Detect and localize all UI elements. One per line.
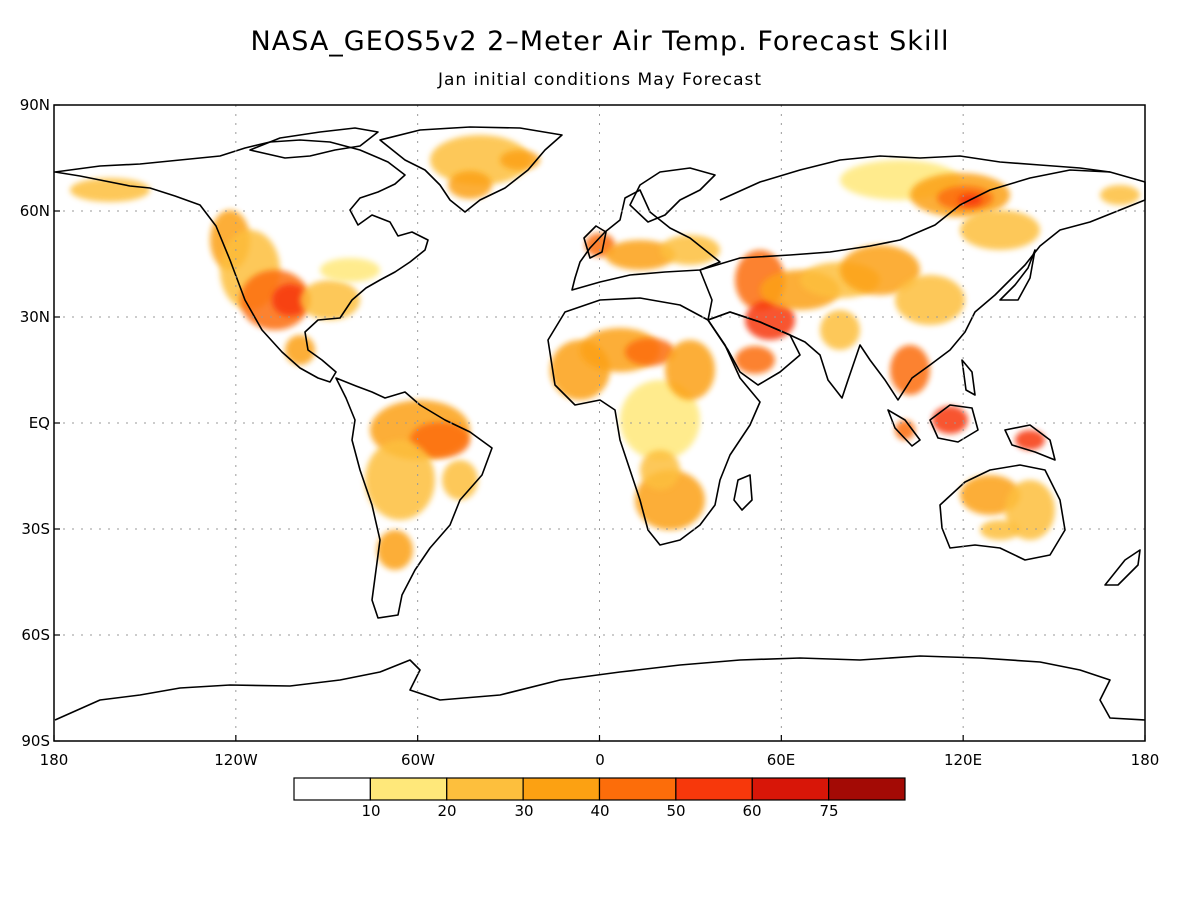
colorbar-swatch: [598, 777, 677, 801]
coast-north-america: [54, 139, 429, 383]
map-title: NASA_GEOS5v2 2–Meter Air Temp. Forecast …: [250, 26, 950, 57]
skill-region: [625, 338, 675, 366]
lat-label-30s: 30S: [21, 520, 50, 538]
skill-region: [1005, 480, 1055, 540]
coast-philippines: [961, 359, 976, 396]
skill-region: [300, 280, 360, 320]
skill-region: [285, 335, 315, 365]
coast-arctic-islands: [249, 127, 379, 159]
skill-region: [960, 475, 1020, 515]
map-grid: [54, 105, 1145, 741]
skill-region: [1100, 185, 1140, 205]
skill-region: [410, 422, 470, 458]
skill-region: [890, 345, 930, 395]
lon-label-180e: 180: [1130, 751, 1160, 769]
colorbar-label-30: 30: [514, 802, 534, 820]
skill-region: [430, 135, 530, 185]
coast-madagascar: [733, 474, 753, 511]
skill-region: [605, 240, 675, 270]
lon-label-180w: 180: [39, 751, 69, 769]
coast-japan: [999, 249, 1036, 301]
skill-region: [660, 235, 720, 265]
lat-label-60s: 60S: [21, 626, 50, 644]
colorbar-swatch: [675, 777, 753, 801]
colorbar: [293, 777, 906, 801]
coast-british-isles: [583, 225, 607, 259]
coast-asia: [699, 169, 1146, 401]
skill-region: [448, 171, 492, 199]
skill-region: [500, 150, 540, 170]
skill-region: [365, 440, 435, 520]
coast-south-america: [335, 377, 493, 619]
colorbar-swatch: [369, 777, 448, 801]
coast-sumatra: [887, 409, 921, 447]
colorbar-label-20: 20: [437, 802, 457, 820]
colorbar-label-75: 75: [819, 802, 839, 820]
skill-region: [442, 460, 478, 500]
skill-region: [980, 520, 1020, 540]
skill-region: [620, 380, 700, 460]
lat-label-90n: 90N: [19, 96, 50, 114]
colorbar-swatch: [828, 777, 906, 801]
lat-label-eq: EQ: [28, 414, 50, 432]
skill-region: [665, 340, 715, 400]
colorbar-label-60: 60: [742, 802, 762, 820]
skill-region: [745, 300, 795, 340]
colorbar-swatch: [751, 777, 830, 801]
coast-scandinavia: [629, 167, 716, 223]
lon-label-60w: 60W: [401, 751, 435, 769]
lat-label-90s: 90S: [21, 732, 50, 750]
coast-borneo: [929, 404, 979, 443]
skill-region: [640, 450, 680, 490]
skill-region: [932, 406, 968, 434]
colorbar-swatch: [446, 777, 524, 801]
lat-label-60n: 60N: [19, 202, 50, 220]
lon-label-120e: 120E: [943, 751, 983, 769]
axis-ticks: [53, 104, 1146, 742]
coast-greenland: [379, 126, 563, 213]
map-subtitle: Jan initial conditions May Forecast: [437, 70, 763, 90]
colorbar-swatch: [293, 777, 371, 801]
lat-label-30n: 30N: [19, 308, 50, 326]
skill-region: [895, 420, 915, 440]
coast-africa: [547, 297, 761, 546]
skill-region: [377, 530, 413, 570]
skill-region: [960, 210, 1040, 250]
skill-region: [272, 284, 308, 316]
coastlines: [54, 126, 1146, 721]
skill-shading: [70, 135, 1140, 570]
skill-region: [1015, 430, 1045, 450]
skill-region: [735, 346, 775, 374]
skill-region: [820, 310, 860, 350]
coast-new-guinea: [1004, 424, 1056, 461]
coast-siberia-north: [719, 155, 1111, 201]
coast-antarctica: [54, 655, 1146, 721]
skill-region: [895, 275, 965, 325]
lon-label-120w: 120W: [214, 751, 258, 769]
lon-label-60e: 60E: [766, 751, 796, 769]
coast-australia: [939, 464, 1066, 561]
coast-new-zealand: [1104, 549, 1141, 586]
colorbar-label-50: 50: [666, 802, 686, 820]
colorbar-swatch: [522, 777, 601, 801]
lon-label-0: 0: [595, 751, 605, 769]
skill-region: [840, 245, 920, 295]
skill-region: [70, 178, 150, 202]
colorbar-label-10: 10: [361, 802, 381, 820]
colorbar-label-40: 40: [590, 802, 610, 820]
skill-region: [320, 258, 380, 282]
